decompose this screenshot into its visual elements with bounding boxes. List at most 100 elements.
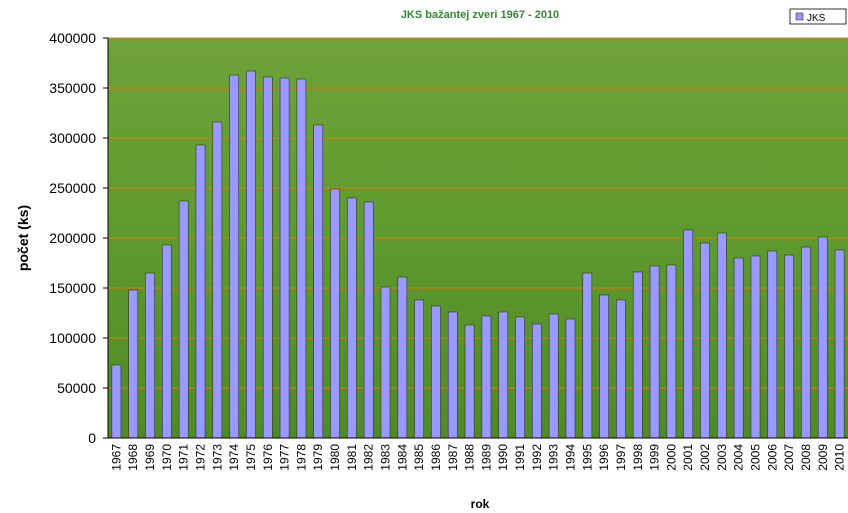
x-tick-label: 2006 (765, 444, 779, 471)
bar (111, 364, 122, 439)
x-tick-label: 1976 (261, 444, 275, 471)
y-tick-label: 250000 (49, 180, 96, 196)
x-tick-label: 1971 (177, 444, 191, 471)
bar (565, 318, 576, 439)
bar (330, 188, 340, 439)
x-tick-label: 1997 (614, 444, 628, 471)
bar (246, 70, 256, 439)
x-tick-label: 1981 (345, 444, 359, 471)
x-axis-label: rok (471, 497, 490, 511)
bar (515, 316, 525, 439)
bar (717, 232, 727, 439)
bar (649, 265, 660, 439)
x-tick-label: 1967 (109, 444, 123, 471)
bar (767, 250, 778, 439)
bar (532, 323, 542, 439)
x-tick-label: 2010 (833, 444, 847, 471)
x-tick-label: 2004 (732, 444, 746, 471)
legend-box (789, 8, 847, 25)
bar (733, 257, 744, 439)
bar (683, 229, 694, 439)
bar (229, 74, 239, 439)
bar (431, 305, 441, 439)
x-tick-label: 2001 (681, 444, 695, 471)
bar (128, 289, 139, 439)
x-tick-label: 1999 (648, 444, 662, 471)
x-tick-label: 2007 (782, 444, 796, 471)
bar (750, 255, 761, 439)
bar (414, 299, 424, 439)
y-tick-label: 400000 (49, 30, 96, 46)
bar (498, 311, 509, 439)
x-tick-label: 2003 (715, 444, 729, 471)
x-tick-label: 1995 (580, 444, 594, 471)
y-tick-label: 100000 (49, 330, 96, 346)
bar (279, 77, 290, 439)
x-tick-label: 1982 (362, 444, 376, 471)
x-tick-label: 1988 (463, 444, 477, 471)
y-tick-label: 50000 (57, 380, 96, 396)
x-tick-label: 1978 (294, 444, 308, 471)
bar (178, 200, 189, 439)
bar (313, 124, 324, 439)
x-tick-label: 1993 (547, 444, 561, 471)
bar (801, 246, 811, 439)
bar (464, 324, 475, 439)
bar (616, 299, 626, 439)
x-tick-label: 1979 (311, 444, 325, 471)
x-tick-label: 1969 (143, 444, 157, 471)
bar (162, 244, 172, 439)
x-tick-label: 1973 (210, 444, 224, 471)
x-tick-label: 1984 (395, 444, 409, 471)
x-tick-label: 1980 (328, 444, 342, 471)
bar (397, 276, 408, 439)
x-tick-label: 1985 (412, 444, 426, 471)
x-tick-label: 2000 (664, 444, 678, 471)
bar (548, 313, 559, 439)
y-tick-label: 200000 (49, 230, 96, 246)
x-tick-label: 1983 (379, 444, 393, 471)
x-tick-label: 1974 (227, 444, 241, 471)
bar (582, 272, 593, 439)
bar (632, 271, 643, 439)
x-tick-label: 1977 (278, 444, 292, 471)
bar (784, 254, 794, 439)
bar (599, 294, 609, 439)
bar (145, 272, 155, 439)
x-tick-label: 1989 (479, 444, 493, 471)
bar (363, 201, 374, 439)
x-tick-label: 1975 (244, 444, 258, 471)
bar (212, 121, 223, 439)
bar (700, 242, 710, 439)
legend-label: JKS (807, 13, 826, 24)
chart-title: JKS bažantej zveri 1967 - 2010 (401, 9, 559, 21)
x-tick-label: 1996 (597, 444, 611, 471)
x-tick-label: 2009 (816, 444, 830, 471)
x-tick-label: 1998 (631, 444, 645, 471)
x-tick-label: 1972 (194, 444, 208, 471)
x-tick-label: 1990 (496, 444, 510, 471)
x-tick-label: 1992 (530, 444, 544, 471)
x-tick-label: 1991 (513, 444, 527, 471)
bar (481, 315, 492, 439)
bar (817, 236, 828, 439)
bar (666, 264, 677, 439)
bar (296, 78, 307, 439)
bar (195, 144, 206, 439)
y-tick-label: 300000 (49, 130, 96, 146)
x-tick-label: 1986 (429, 444, 443, 471)
x-tick-label: 1970 (160, 444, 174, 471)
bar (262, 76, 273, 439)
x-tick-label: 1968 (126, 444, 140, 471)
x-tick-label: 2005 (749, 444, 763, 471)
bar (347, 197, 357, 439)
y-tick-label: 0 (88, 430, 96, 446)
bar (834, 249, 845, 439)
bar (447, 311, 458, 439)
y-tick-label: 350000 (49, 80, 96, 96)
x-tick-label: 2002 (698, 444, 712, 471)
x-tick-label: 2008 (799, 444, 813, 471)
y-tick-label: 150000 (49, 280, 96, 296)
x-tick-label: 1987 (446, 444, 460, 471)
